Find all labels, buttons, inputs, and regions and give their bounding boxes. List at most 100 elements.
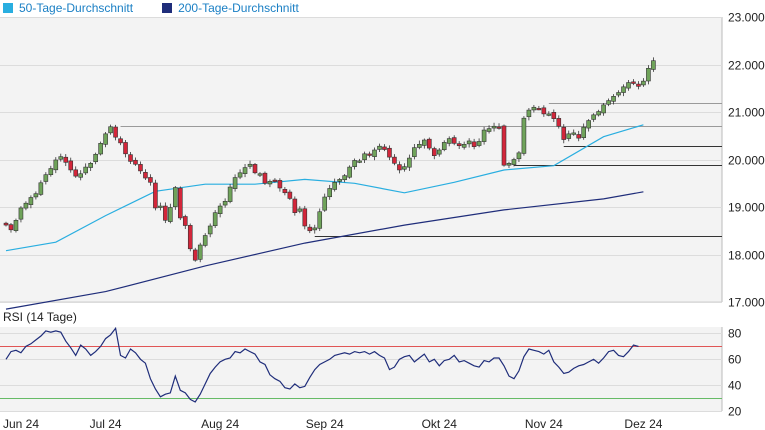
x-tick-label: Nov 24 xyxy=(525,417,563,430)
candle-down xyxy=(163,205,168,221)
candle-up xyxy=(422,139,427,146)
candle-up xyxy=(28,197,34,205)
candle-down xyxy=(471,141,477,147)
candle-up xyxy=(312,227,318,231)
price-tick-label: 20.000 xyxy=(728,154,765,168)
candle-up xyxy=(402,166,407,170)
candle-up xyxy=(566,133,572,139)
price-tick-label: 18.000 xyxy=(728,249,765,263)
candle-down xyxy=(387,147,392,158)
price-plot-background xyxy=(0,17,722,302)
candle-up xyxy=(53,159,59,171)
candle-up xyxy=(332,182,337,190)
candle-up xyxy=(362,153,367,161)
candlesticks xyxy=(3,57,656,263)
support-resistance-lines xyxy=(120,103,722,237)
moving-averages xyxy=(5,124,644,310)
candle-up xyxy=(267,181,273,185)
candle-up xyxy=(207,225,213,235)
candle-up xyxy=(43,174,49,182)
candle-down xyxy=(451,137,457,144)
candle-down xyxy=(392,156,397,164)
candle-down xyxy=(501,125,507,166)
candle-up xyxy=(531,106,537,111)
ma50-line xyxy=(5,124,644,252)
candle-down xyxy=(636,83,641,87)
price-tick-label: 19.000 xyxy=(728,201,765,215)
candle-up xyxy=(441,142,447,151)
candle-up xyxy=(337,179,342,182)
x-tick-label: Aug 24 xyxy=(201,417,239,430)
candle-up xyxy=(217,205,223,214)
rsi-tick-label: 60 xyxy=(728,353,742,367)
candle-up xyxy=(521,117,527,154)
candle-up xyxy=(372,149,377,157)
candle-up xyxy=(347,166,352,178)
candle-up xyxy=(491,125,497,129)
candle-up xyxy=(377,145,382,150)
candle-down xyxy=(576,134,582,139)
candle-down xyxy=(431,148,437,156)
candle-up xyxy=(58,156,64,160)
candle-up xyxy=(98,143,103,155)
legend-swatch-200-day xyxy=(162,3,173,13)
x-tick-label: Sep 24 xyxy=(306,417,344,430)
candle-up xyxy=(436,149,442,155)
candle-up xyxy=(516,152,522,160)
candle-down xyxy=(8,224,14,231)
candle-down xyxy=(541,107,547,115)
candle-up xyxy=(38,182,44,195)
candle-up xyxy=(317,211,323,229)
candle-up xyxy=(651,60,656,70)
candle-up xyxy=(108,126,113,134)
candle-down xyxy=(397,164,402,171)
candle-down xyxy=(73,169,79,177)
candle-up xyxy=(168,207,173,222)
candle-up xyxy=(407,157,412,168)
candle-up xyxy=(412,147,417,157)
candle-up xyxy=(327,188,333,198)
candle-down xyxy=(287,191,293,199)
candle-up xyxy=(78,173,83,178)
candle-up xyxy=(616,92,621,96)
candle-up xyxy=(571,132,577,135)
x-tick-label: Dez 24 xyxy=(624,417,662,430)
candle-down xyxy=(551,112,557,119)
candle-up xyxy=(158,205,163,208)
candle-down xyxy=(536,108,542,111)
legend-item-200-day: 200-Tage-Durchschnitt xyxy=(159,1,299,15)
legend-label-200-day: 200-Tage-Durchschnitt xyxy=(178,1,299,15)
candle-up xyxy=(601,104,606,114)
candle-down xyxy=(133,159,138,165)
candle-down xyxy=(153,182,158,209)
axis-labels: 17.000 18.000 19.000 20.000 21.000 22.000 23.0… xyxy=(3,11,765,430)
candle-up xyxy=(486,128,492,132)
candle-down xyxy=(272,179,278,182)
rsi-panel xyxy=(0,326,722,403)
legend-swatch-50-day xyxy=(3,3,13,13)
rsi-tick-label: 80 xyxy=(728,327,742,341)
candle-down xyxy=(307,226,313,232)
candle-up xyxy=(33,193,39,198)
ma200-line xyxy=(5,191,644,310)
candle-up xyxy=(13,220,19,231)
candle-up xyxy=(526,109,532,118)
candle-down xyxy=(3,222,9,226)
candle-up xyxy=(352,160,357,167)
candle-down xyxy=(282,188,288,194)
candle-down xyxy=(252,164,258,174)
candle-up xyxy=(103,133,108,145)
rsi-line xyxy=(5,326,639,403)
candle-down xyxy=(262,172,268,184)
candle-down xyxy=(382,146,387,150)
candle-up xyxy=(476,141,482,146)
legend-label-50-day: 50-Tage-Durchschnitt xyxy=(19,1,134,15)
price-tick-label: 17.000 xyxy=(728,296,765,310)
legend-item-50-day: 50-Tage-Durchschnitt xyxy=(0,1,133,15)
candle-down xyxy=(561,126,567,140)
price-tick-label: 21.000 xyxy=(728,106,765,120)
candle-up xyxy=(18,207,24,220)
x-tick-label: Okt 24 xyxy=(422,417,458,430)
candle-up xyxy=(626,82,631,89)
